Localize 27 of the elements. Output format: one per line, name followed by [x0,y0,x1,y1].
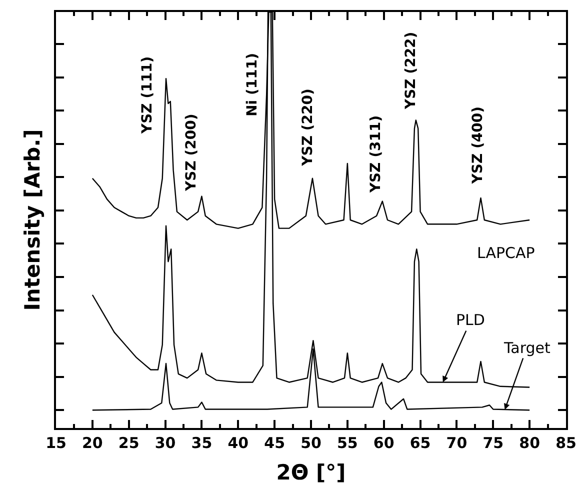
x-tick-label: 30 [154,434,176,452]
x-tick-label: 75 [482,434,504,452]
annotation: Target [503,339,551,357]
x-tick-label: 25 [118,434,140,452]
x-tick-label: 55 [336,434,358,452]
x-tick-label: 85 [556,434,576,452]
annotation: YSZ (111) [139,56,156,135]
annotation: YSZ (200) [183,114,200,192]
annotation: YSZ (400) [470,106,486,185]
x-tick-label: 60 [373,434,394,452]
x-tick-label: 50 [300,434,322,452]
annotation: LAPCAP [477,244,535,262]
x-tick-label: 15 [46,434,66,452]
x-axis-title: 2Θ [°] [276,460,346,485]
annotation: YSZ (311) [368,115,384,194]
x-tick-label: 40 [228,434,249,452]
x-tick-label: 80 [519,434,540,452]
x-tick-label: 65 [410,434,431,452]
annotation: YSZ (220) [300,88,316,167]
y-axis-title: Intensity [Arb.] [20,129,45,311]
x-tick-label: 35 [191,434,212,452]
annotation: Ni (111) [244,53,260,116]
annotation: PLD [456,311,485,329]
x-tick-label: 20 [82,434,103,452]
annotation: YSZ (222) [402,32,419,110]
x-tick-label: 45 [264,434,286,452]
x-tick-label: 70 [446,434,468,452]
